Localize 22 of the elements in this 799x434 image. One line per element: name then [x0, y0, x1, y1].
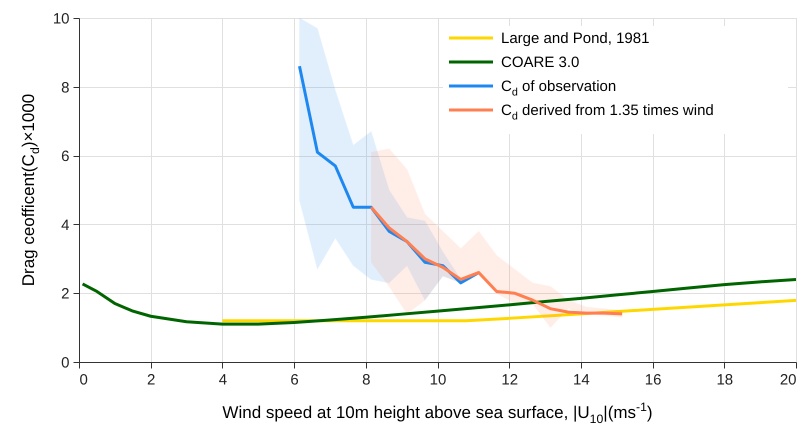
y-tick-label: 0 — [61, 354, 70, 372]
line-series — [81, 278, 796, 326]
y-tick-label: 10 — [52, 10, 70, 28]
y-tick-label: 8 — [61, 79, 70, 96]
x-tick-label: 10 — [430, 372, 446, 388]
y-tick-label: 2 — [61, 286, 70, 303]
line-series — [370, 206, 624, 316]
y-tick-label: 4 — [61, 216, 70, 234]
legend-label: COARE 3.0 — [501, 54, 580, 71]
x-tick-label: 12 — [501, 372, 518, 388]
x-tick-label: 14 — [573, 372, 590, 388]
y-tick-label: 6 — [61, 148, 70, 166]
x-tick-label: 0 — [80, 372, 88, 388]
x-tick-label: 2 — [147, 372, 156, 388]
legend-label: Large and Pond, 1981 — [501, 30, 650, 47]
x-tick-label: 20 — [780, 372, 796, 388]
x-tick-label: 18 — [716, 372, 734, 388]
x-tick-label: 4 — [218, 372, 228, 388]
x-tick-label: 8 — [362, 372, 370, 388]
y-axis-title: Drag ceofficent(Cd)×1000 — [19, 94, 42, 286]
x-tick-label: 6 — [290, 372, 299, 388]
x-tick-label: 16 — [644, 372, 662, 388]
